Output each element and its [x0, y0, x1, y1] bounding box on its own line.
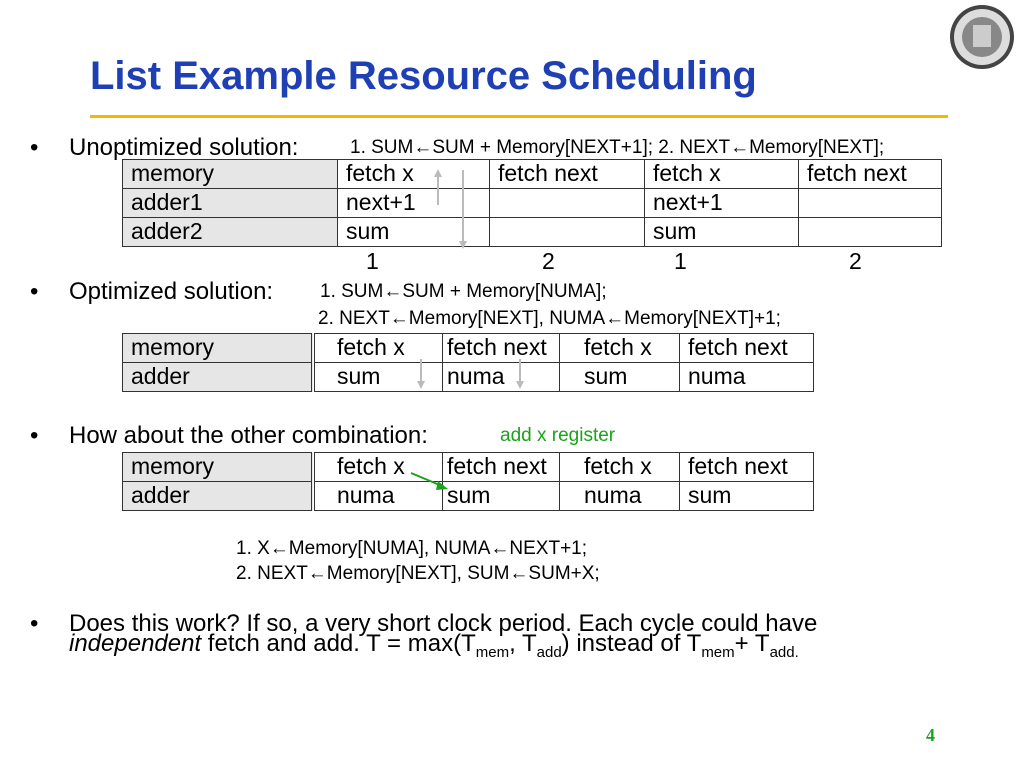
code-line1: 1. X←Memory[NUMA], NUMA←NEXT+1;	[236, 538, 588, 559]
table-cell: fetch next	[679, 452, 814, 482]
university-seal-icon	[950, 5, 1014, 69]
table-cell: numa	[679, 362, 814, 392]
table-cell: fetch x	[559, 333, 680, 363]
table-cell: sum	[644, 217, 799, 247]
slide-title: List Example Resource Scheduling	[90, 54, 757, 98]
table-cell: adder1	[122, 188, 338, 218]
table-cell: memory	[122, 452, 315, 482]
table-cell: adder	[122, 481, 315, 511]
table-cell: sum	[679, 481, 814, 511]
dependency-arrows	[417, 359, 524, 389]
table-cell: memory	[122, 333, 315, 363]
cycle-label: 2	[849, 248, 862, 274]
page-number: 4	[926, 725, 935, 745]
table-cell: next+1	[337, 188, 490, 218]
table-cell: numa	[442, 362, 560, 392]
table-cell: adder2	[122, 217, 338, 247]
table-cell: numa	[559, 481, 680, 511]
table-cell: fetch next	[489, 159, 645, 189]
table-cell	[798, 217, 942, 247]
table-cell: numa	[312, 481, 443, 511]
table-cell: fetch x	[644, 159, 799, 189]
table-cell: fetch x	[337, 159, 490, 189]
table-cell	[798, 188, 942, 218]
schedule-table-optimized: memory fetch x fetch next fetch x fetch next…	[122, 333, 814, 392]
table-cell: fetch next	[679, 333, 814, 363]
table-cell: adder	[122, 362, 315, 392]
table-cell: fetch next	[798, 159, 942, 189]
code-line2: 2. NEXT←Memory[NEXT], SUM←SUM+X;	[236, 563, 600, 584]
bullet-other-combination: • How about the other combination: add x …	[30, 422, 616, 449]
bullet-unoptimized: • Unoptimized solution: 1. SUM←SUM + Memo…	[30, 134, 885, 161]
schedule-table-unoptimized: memory fetch x fetch next fetch x fetch next…	[122, 159, 942, 247]
table-cell: next+1	[644, 188, 799, 218]
schedule-table-other: memory fetch x fetch next fetch x fetch next…	[122, 452, 814, 511]
title-divider	[90, 115, 948, 118]
cycle-label: 1	[366, 248, 379, 274]
green-arrow-icon	[410, 472, 448, 490]
cycle-label: 2	[542, 248, 555, 274]
table-cell: fetch next	[442, 452, 560, 482]
table-cell: fetch x	[312, 333, 443, 363]
bullet-optimized: • Optimized solution: 1. SUM←SUM + Memory…	[30, 278, 607, 305]
bullet-does-this-work: • Does this work? If so, a very short clo…	[30, 610, 818, 637]
table-cell	[489, 188, 645, 218]
cycle-label: 1	[674, 248, 687, 274]
table-cell	[489, 217, 645, 247]
dependency-arrows	[434, 169, 467, 249]
optimized-code-line2: 2. NEXT←Memory[NEXT], NUMA←Memory[NEXT]+…	[318, 308, 781, 329]
table-cell: memory	[122, 159, 338, 189]
table-cell: sum	[442, 481, 560, 511]
table-cell: fetch x	[559, 452, 680, 482]
table-cell: sum	[559, 362, 680, 392]
bullet-does-this-work-line2: independent fetch and add. T = max(Tmem,…	[69, 630, 799, 661]
